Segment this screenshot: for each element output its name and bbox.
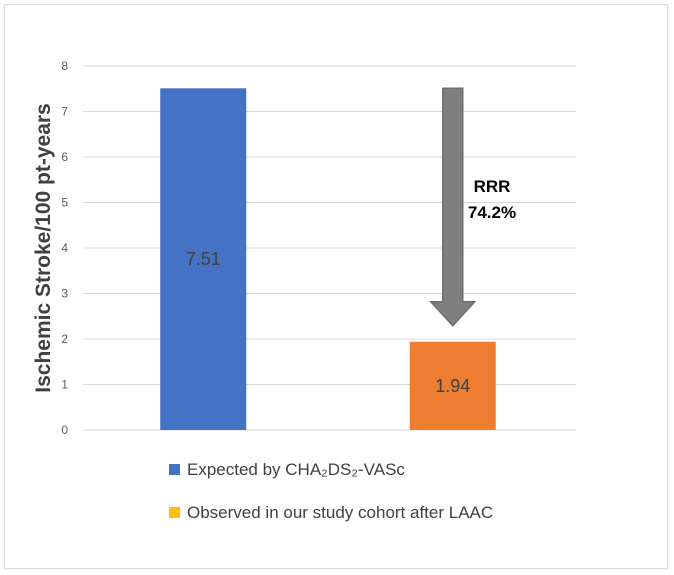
y-tick-0: 0: [61, 423, 68, 437]
bar-expected: [160, 88, 247, 431]
y-tick-3: 3: [61, 287, 68, 301]
y-tick-5: 5: [61, 196, 68, 210]
y-tick-1: 1: [61, 378, 68, 392]
reduction-arrow-group: [429, 87, 477, 327]
rrr-label: RRR: [474, 177, 511, 196]
data-label-expected: 7.51: [186, 249, 221, 269]
y-axis-label: Ischemic Stroke/100 pt-years: [32, 103, 55, 393]
rrr-value: 74.2%: [468, 203, 516, 222]
legend-swatch-observed: [169, 507, 180, 518]
legend: Expected by CHA₂DS₂-VASc Observed in our…: [169, 460, 493, 522]
y-tick-2: 2: [61, 332, 68, 346]
legend-label-observed: Observed in our study cohort after LAAC: [187, 503, 493, 522]
y-tick-6: 6: [61, 150, 68, 164]
y-tick-7: 7: [61, 105, 68, 119]
gridlines: [83, 65, 576, 431]
legend-swatch-expected: [169, 464, 180, 475]
reduction-arrow: [429, 87, 477, 327]
y-tick-4: 4: [61, 241, 68, 255]
bar-observed: [409, 341, 496, 430]
chart-frame: [4, 4, 668, 569]
y-tick-8: 8: [61, 59, 68, 73]
legend-label-expected: Expected by CHA₂DS₂-VASc: [187, 460, 405, 479]
y-axis-ticks: 0 1 2 3 4 5 6 7 8: [61, 59, 68, 437]
data-label-observed: 1.94: [435, 376, 470, 396]
bars: 7.51 1.94: [160, 88, 496, 431]
